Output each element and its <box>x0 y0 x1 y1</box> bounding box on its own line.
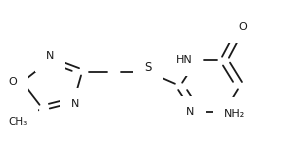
Text: HN: HN <box>176 55 192 65</box>
Text: N: N <box>71 99 80 109</box>
Text: O: O <box>8 77 17 87</box>
Text: O: O <box>238 22 247 32</box>
Text: CH₃: CH₃ <box>8 117 28 127</box>
Text: S: S <box>144 61 152 74</box>
Text: NH₂: NH₂ <box>224 109 245 119</box>
Text: N: N <box>186 107 195 117</box>
Text: N: N <box>46 51 54 61</box>
